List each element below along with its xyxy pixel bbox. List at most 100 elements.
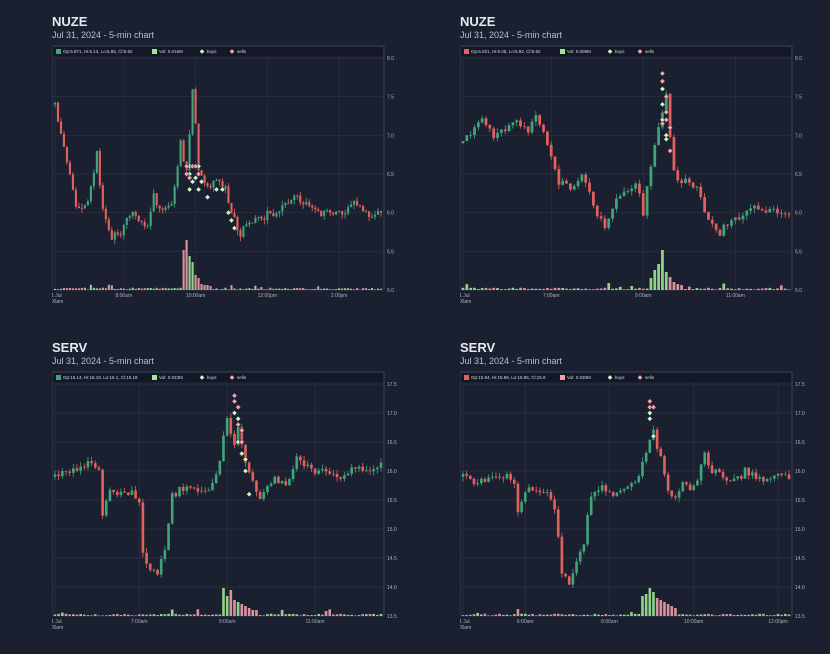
volume-bar	[143, 288, 146, 290]
candle-body	[194, 89, 197, 124]
volume-bar	[729, 613, 732, 616]
candle-body	[367, 211, 371, 217]
volume-bar	[75, 614, 79, 616]
volume-bar	[306, 615, 310, 616]
candle-body	[140, 221, 143, 222]
volume-bar	[376, 615, 379, 616]
volume-bar	[236, 289, 239, 290]
candle-body	[317, 470, 321, 474]
volume-bar	[685, 614, 688, 616]
volume-bar	[626, 614, 630, 616]
volume-bar	[137, 287, 140, 290]
candle-body	[772, 208, 776, 210]
buy-marker	[659, 101, 666, 108]
volume-bar	[597, 614, 600, 616]
candle-body	[633, 482, 637, 483]
candle-body	[290, 200, 293, 204]
candle-body	[164, 207, 167, 210]
volume-bar	[638, 287, 641, 290]
volume-bar	[553, 287, 557, 290]
candle-body	[320, 211, 323, 217]
candle-body	[343, 475, 346, 479]
candle-body	[159, 559, 163, 575]
volume-bar	[125, 289, 128, 290]
chart-subtitle: Jul 31, 2024 - 5-min chart	[460, 30, 563, 40]
candle-body	[507, 125, 511, 132]
candle-body	[695, 186, 699, 188]
candle-body	[224, 186, 227, 189]
candle-body	[255, 480, 258, 493]
volume-bar	[281, 288, 284, 290]
volume-bar	[553, 613, 556, 616]
volume-bar	[247, 608, 251, 616]
candle-body	[179, 140, 182, 167]
plot-frame	[52, 45, 385, 291]
candle-body	[542, 492, 545, 493]
candle-body	[745, 210, 749, 216]
volume-bar	[756, 288, 760, 290]
volume-bar	[515, 288, 519, 290]
candle-body	[688, 484, 692, 491]
candle-body	[302, 460, 306, 467]
volume-bar	[776, 613, 780, 616]
volume-bar	[736, 614, 740, 616]
volume-bar	[83, 287, 86, 290]
volume-bar	[211, 614, 214, 616]
candle-body	[110, 230, 113, 240]
volume-bar	[119, 288, 122, 290]
legend-sell-marker	[637, 48, 643, 55]
volume-bar	[648, 588, 652, 616]
volume-bar	[196, 609, 200, 616]
candle-body	[699, 464, 703, 481]
volume-bar	[538, 288, 542, 290]
volume-bar	[753, 289, 756, 290]
y-tick-label: 7.5	[387, 95, 394, 101]
volume-bar	[156, 614, 159, 616]
volume-bar	[505, 614, 509, 616]
candle-body	[313, 468, 317, 474]
candle-body	[515, 120, 519, 123]
candle-body	[630, 482, 633, 487]
candle-body	[512, 479, 516, 484]
legend-sells: sells	[237, 49, 247, 54]
buy-marker	[228, 217, 235, 224]
x-tick-label: 8:00am	[601, 619, 618, 625]
candle-body	[722, 224, 726, 236]
volume-bar	[82, 614, 86, 616]
legend-ohlc: Op:6.021, Hi:6.05, Lo:5.92, Cl:5.92	[471, 49, 541, 54]
candle-body	[604, 485, 608, 492]
volume-bar	[262, 615, 266, 616]
candle-body	[93, 463, 97, 468]
candle-body	[61, 471, 64, 477]
y-tick-label: 5.0	[387, 288, 394, 294]
x-tick-label: 6:00am	[460, 299, 471, 305]
volume-bar	[104, 288, 107, 290]
volume-bar	[641, 596, 644, 616]
sell-marker	[192, 163, 199, 170]
volume-bar	[546, 287, 549, 290]
volume-bar	[545, 614, 549, 616]
volume-bar	[57, 613, 60, 616]
volume-bar	[633, 613, 637, 616]
candle-body	[597, 490, 600, 493]
candle-body	[659, 448, 663, 457]
sell-marker	[646, 398, 653, 405]
candle-body	[284, 203, 287, 206]
legend-swatch	[560, 375, 565, 380]
sell-marker	[195, 171, 202, 177]
volume-bar	[134, 615, 137, 616]
candle-body	[538, 115, 542, 125]
candle-body	[619, 490, 622, 493]
candle-body	[461, 474, 465, 477]
candle-body	[95, 151, 98, 173]
candle-body	[496, 132, 499, 138]
volume-bar	[561, 288, 565, 290]
legend-buys: buys	[207, 375, 217, 380]
volume-bar	[254, 285, 257, 290]
volume-bar	[214, 614, 218, 616]
candle-body	[699, 186, 703, 198]
volume-bar	[476, 612, 479, 616]
volume-bar	[516, 609, 520, 616]
candle-body	[714, 469, 718, 474]
volume-bar	[350, 614, 354, 616]
